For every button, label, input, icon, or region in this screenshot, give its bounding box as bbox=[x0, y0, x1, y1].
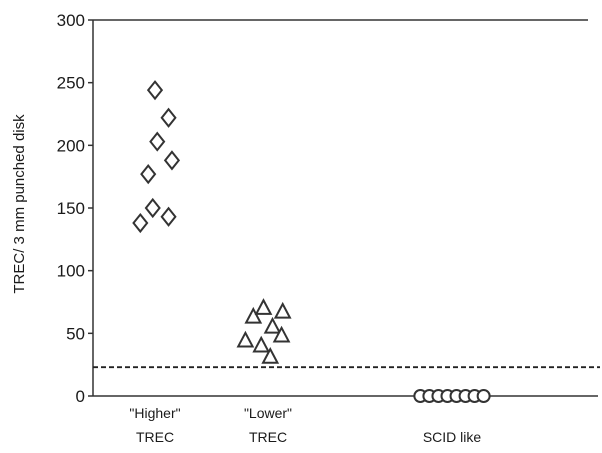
diamond-marker bbox=[163, 150, 181, 171]
diamond-marker bbox=[140, 164, 157, 185]
triangle-marker bbox=[272, 325, 291, 343]
x-category-label-line2: SCID like bbox=[423, 429, 482, 445]
triangle-marker bbox=[273, 301, 292, 319]
diamond-marker bbox=[160, 206, 177, 227]
y-tick-label: 100 bbox=[57, 262, 85, 281]
diamond-marker bbox=[144, 197, 161, 219]
y-tick-label: 200 bbox=[57, 136, 85, 155]
triangle-marker bbox=[236, 330, 255, 348]
diamond-marker bbox=[149, 131, 166, 152]
y-tick-label: 250 bbox=[57, 74, 85, 93]
triangle-marker bbox=[261, 347, 280, 364]
x-category-label-line2: TREC bbox=[136, 429, 174, 445]
y-tick-label: 50 bbox=[66, 324, 85, 343]
x-category-label-line1: "Higher" bbox=[129, 405, 180, 421]
triangle-marker bbox=[254, 298, 273, 315]
triangle-marker bbox=[252, 335, 271, 353]
x-category-label-line2: TREC bbox=[249, 429, 287, 445]
y-tick-label: 300 bbox=[57, 11, 85, 30]
triangle-marker bbox=[263, 316, 282, 334]
diamond-marker bbox=[132, 212, 149, 234]
diamond-marker bbox=[146, 80, 164, 101]
diamond-marker bbox=[160, 107, 177, 128]
y-tick-label: 150 bbox=[57, 199, 85, 218]
circle-marker bbox=[476, 389, 491, 403]
y-axis-title: TREC/ 3 mm punched disk bbox=[11, 114, 28, 294]
triangle-marker bbox=[244, 306, 263, 324]
y-tick-label: 0 bbox=[76, 387, 85, 406]
x-category-label-line1: "Lower" bbox=[244, 405, 292, 421]
